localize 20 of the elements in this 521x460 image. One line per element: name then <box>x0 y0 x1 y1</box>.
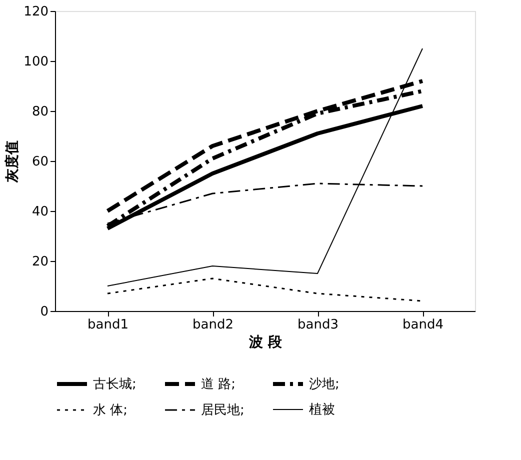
y-tick-label: 20 <box>32 254 48 270</box>
line-series <box>107 48 423 286</box>
y-tick-label: 60 <box>32 154 48 170</box>
y-tick-label: 0 <box>40 304 48 320</box>
y-tick-label: 80 <box>32 104 48 120</box>
x-tick-label: band2 <box>192 318 234 332</box>
y-tick-label: 120 <box>24 4 48 20</box>
x-axis-title: 波 段 <box>248 334 283 350</box>
legend-label: 沙地; <box>309 377 340 392</box>
x-tick-label: band3 <box>298 318 338 332</box>
legend-label: 古长城; <box>93 377 136 392</box>
y-axis-title: 灰度值 <box>4 140 21 184</box>
legend-label: 居民地; <box>201 403 244 418</box>
legend-label: 水 体; <box>93 403 128 418</box>
x-tick-label: band1 <box>88 318 128 332</box>
legend-label: 道 路; <box>201 377 236 392</box>
legend-label: 植被 <box>309 402 335 418</box>
y-tick-label: 40 <box>32 204 48 220</box>
y-tick-label: 100 <box>24 54 48 70</box>
x-tick-label: band4 <box>402 318 444 332</box>
